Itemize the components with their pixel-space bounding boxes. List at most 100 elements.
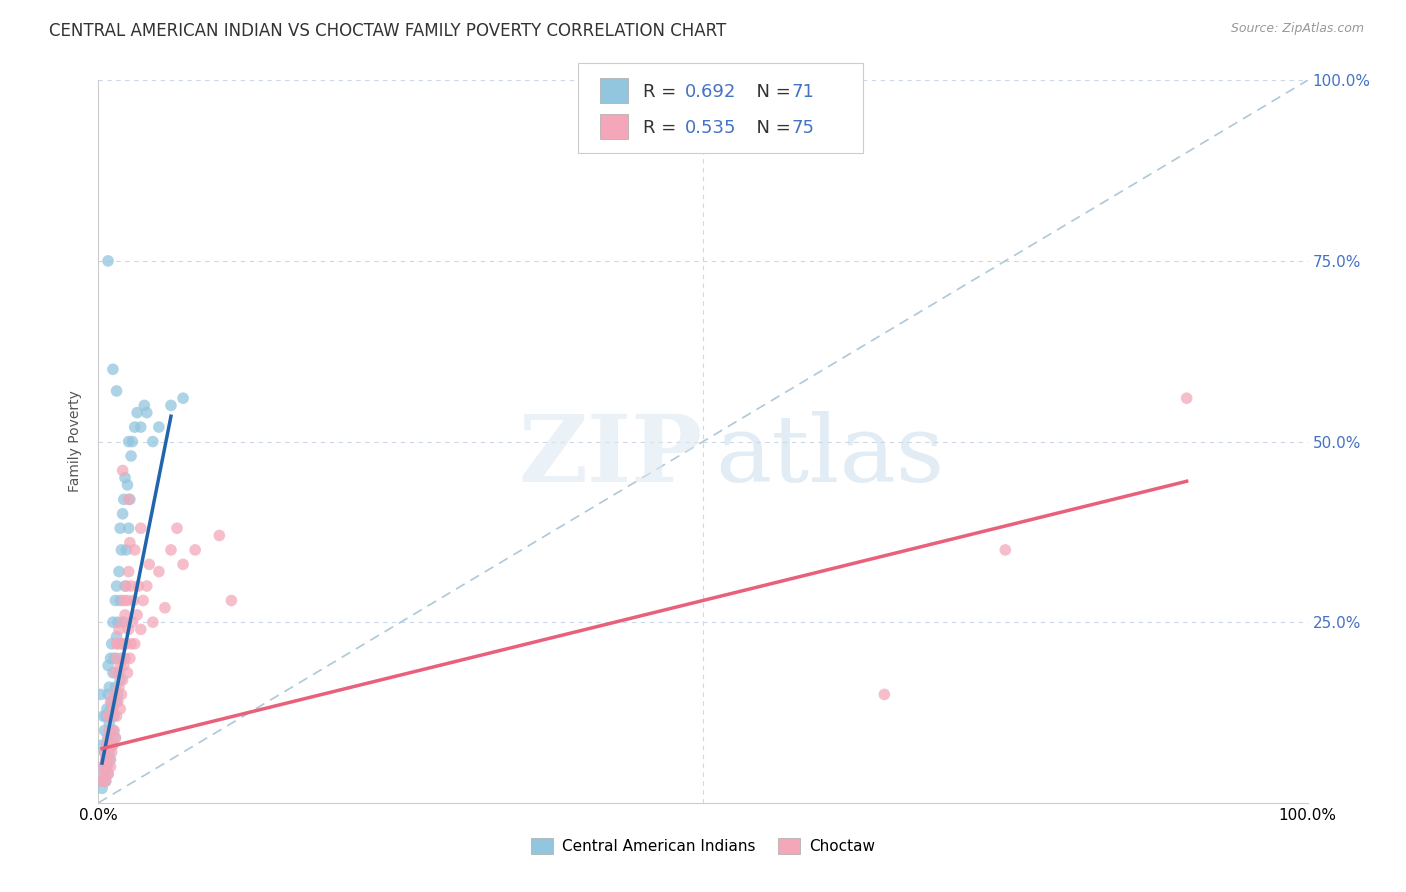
- Point: [118, 492, 141, 507]
- Point: [112, 615, 135, 630]
- Point: [98, 716, 121, 731]
- Text: R =: R =: [643, 83, 682, 101]
- Point: [103, 651, 125, 665]
- Point: [100, 760, 122, 774]
- Point: [108, 702, 131, 716]
- Point: [91, 760, 114, 774]
- Point: [153, 600, 176, 615]
- Point: [114, 470, 136, 484]
- Point: [90, 687, 112, 701]
- Point: [93, 745, 115, 759]
- Text: CENTRAL AMERICAN INDIAN VS CHOCTAW FAMILY POVERTY CORRELATION CHART: CENTRAL AMERICAN INDIAN VS CHOCTAW FAMIL…: [49, 22, 727, 40]
- Point: [100, 695, 122, 709]
- Point: [100, 752, 122, 766]
- Point: [108, 673, 131, 687]
- Point: [101, 615, 124, 630]
- Point: [100, 738, 122, 752]
- Point: [994, 542, 1017, 557]
- Text: N =: N =: [745, 83, 797, 101]
- Point: [91, 781, 114, 796]
- Point: [107, 637, 129, 651]
- Point: [127, 579, 149, 593]
- Point: [111, 615, 134, 630]
- Point: [108, 623, 131, 637]
- Point: [108, 565, 131, 579]
- Point: [104, 731, 127, 745]
- Point: [101, 665, 124, 680]
- Point: [120, 449, 142, 463]
- Point: [124, 542, 146, 557]
- Point: [110, 637, 132, 651]
- Point: [96, 760, 118, 774]
- Point: [111, 507, 134, 521]
- Point: [127, 406, 149, 420]
- Point: [96, 738, 118, 752]
- Point: [148, 565, 170, 579]
- Point: [100, 695, 122, 709]
- Point: [107, 695, 129, 709]
- Y-axis label: Family Poverty: Family Poverty: [69, 391, 83, 492]
- Point: [111, 673, 134, 687]
- Legend: Central American Indians, Choctaw: Central American Indians, Choctaw: [524, 832, 882, 860]
- Point: [115, 579, 138, 593]
- Point: [873, 687, 896, 701]
- Point: [101, 362, 124, 376]
- Point: [105, 695, 128, 709]
- Point: [112, 658, 135, 673]
- Text: Source: ZipAtlas.com: Source: ZipAtlas.com: [1230, 22, 1364, 36]
- Point: [107, 615, 129, 630]
- Point: [107, 687, 129, 701]
- Point: [98, 723, 121, 738]
- Point: [129, 521, 152, 535]
- Point: [105, 637, 128, 651]
- Point: [115, 542, 138, 557]
- Point: [94, 774, 117, 789]
- Point: [172, 391, 194, 405]
- Point: [129, 420, 152, 434]
- Point: [98, 680, 121, 694]
- Text: 0.692: 0.692: [685, 83, 737, 101]
- Point: [105, 709, 128, 723]
- Point: [132, 593, 155, 607]
- Point: [118, 535, 141, 549]
- Point: [114, 579, 136, 593]
- Point: [104, 665, 127, 680]
- Text: 75: 75: [792, 119, 814, 136]
- Point: [108, 680, 131, 694]
- Point: [1175, 391, 1198, 405]
- Point: [108, 593, 131, 607]
- Point: [117, 593, 139, 607]
- Point: [138, 558, 160, 572]
- Point: [111, 637, 134, 651]
- Point: [104, 680, 127, 694]
- Point: [97, 687, 120, 701]
- Text: atlas: atlas: [716, 411, 945, 501]
- Point: [127, 607, 149, 622]
- Point: [118, 623, 141, 637]
- Point: [98, 745, 121, 759]
- Point: [96, 702, 118, 716]
- Text: N =: N =: [745, 119, 797, 136]
- Point: [134, 398, 156, 412]
- Point: [93, 745, 115, 759]
- Text: ZIP: ZIP: [519, 411, 703, 501]
- Point: [96, 760, 118, 774]
- Point: [110, 651, 132, 665]
- Point: [104, 593, 127, 607]
- Point: [118, 651, 141, 665]
- Point: [121, 615, 143, 630]
- Point: [105, 630, 128, 644]
- Point: [142, 434, 165, 449]
- Point: [101, 702, 124, 716]
- Point: [105, 651, 128, 665]
- Point: [101, 723, 124, 738]
- Point: [135, 406, 157, 420]
- Point: [124, 420, 146, 434]
- Point: [97, 767, 120, 781]
- Point: [129, 623, 152, 637]
- Point: [166, 521, 188, 535]
- Point: [100, 709, 122, 723]
- Point: [100, 637, 122, 651]
- Point: [100, 702, 122, 716]
- Point: [91, 709, 114, 723]
